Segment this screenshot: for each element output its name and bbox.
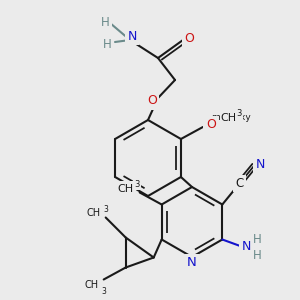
Text: O: O <box>147 94 157 107</box>
Text: CH: CH <box>85 280 99 290</box>
Text: 3: 3 <box>236 110 242 118</box>
Text: C: C <box>235 177 243 190</box>
Text: O: O <box>184 32 194 46</box>
Text: O: O <box>206 118 216 131</box>
Text: 3: 3 <box>103 205 108 214</box>
Text: H: H <box>253 233 262 246</box>
Text: N: N <box>187 256 197 269</box>
Text: 3: 3 <box>101 287 106 296</box>
Text: methoxy: methoxy <box>211 112 251 122</box>
Text: 3: 3 <box>134 180 140 189</box>
Text: CH: CH <box>221 113 237 123</box>
Text: N: N <box>127 29 137 43</box>
Text: H: H <box>103 38 111 52</box>
Text: CH: CH <box>87 208 101 218</box>
Text: N: N <box>242 240 251 253</box>
Text: N: N <box>256 158 265 171</box>
Text: CH: CH <box>118 184 134 194</box>
Text: H: H <box>253 249 262 262</box>
Text: H: H <box>100 16 109 29</box>
Text: O: O <box>205 118 215 130</box>
